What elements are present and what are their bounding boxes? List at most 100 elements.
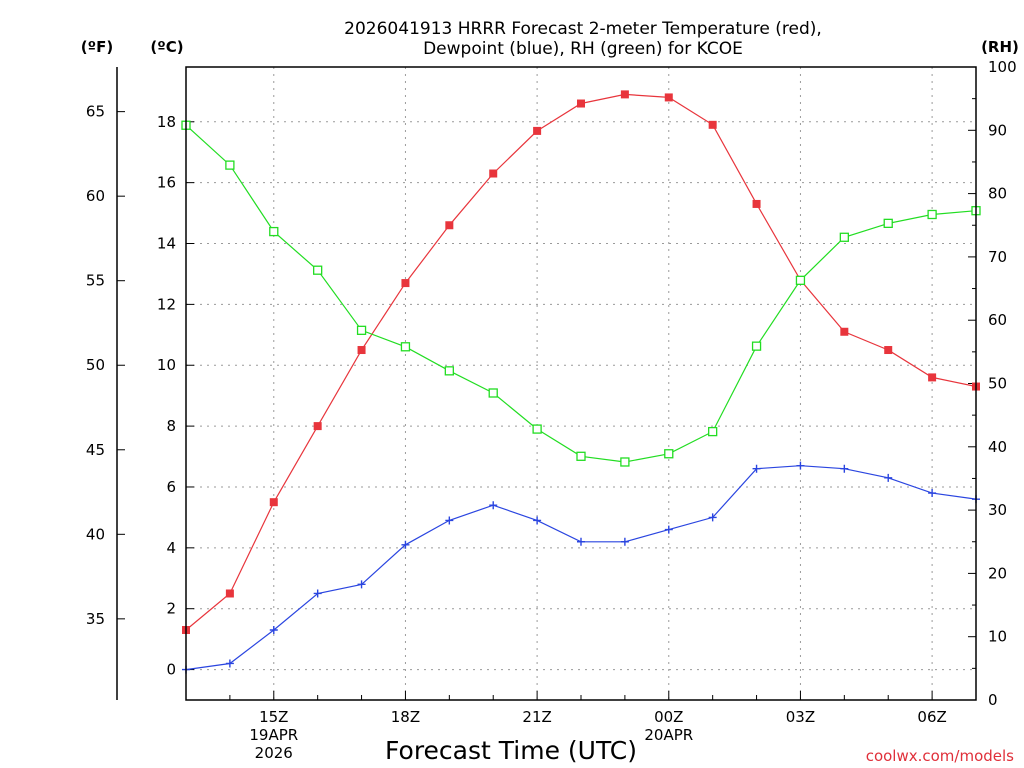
temperature-point	[664, 93, 673, 102]
dewpoint-point	[445, 516, 454, 525]
rh-tick-label: 10	[988, 628, 1007, 646]
fahrenheit-tick-label: 35	[86, 610, 105, 628]
temperature-point	[620, 90, 629, 99]
x-tick-label: 00Z	[654, 708, 683, 726]
dewpoint-point	[620, 537, 629, 546]
rh-tick-label: 50	[988, 375, 1007, 393]
dewpoint-point	[928, 489, 937, 498]
temperature-point	[269, 498, 278, 507]
rh-tick-label: 80	[988, 185, 1007, 203]
temperature-point	[928, 373, 937, 382]
x-tick-label: 2026	[255, 744, 293, 762]
dewpoint-point	[313, 589, 322, 598]
credit-label: coolwx.com/models	[866, 747, 1014, 765]
temperature-point	[577, 99, 585, 108]
celsius-tick-label: 6	[166, 478, 176, 496]
rh-point	[620, 457, 630, 467]
rh-point	[400, 342, 411, 352]
x-tick-label: 15Z	[259, 708, 288, 726]
fahrenheit-unit-label: (ºF)	[81, 38, 113, 56]
chart-title: 2026041913 HRRR Forecast 2-meter Tempera…	[344, 19, 822, 59]
celsius-tick-label: 2	[166, 600, 176, 618]
dewpoint-line	[185, 465, 977, 671]
rh-tick-label: 60	[988, 311, 1007, 329]
rh-point	[269, 226, 279, 237]
rh-point	[751, 341, 762, 351]
dewpoint-point	[664, 525, 673, 534]
fahrenheit-tick-label: 55	[86, 272, 105, 290]
temperature-point	[401, 279, 410, 288]
x-tick-label: 03Z	[786, 708, 815, 726]
fahrenheit-tick-label: 60	[86, 187, 105, 205]
fahrenheit-tick-label: 45	[86, 441, 105, 459]
temperature-point	[533, 126, 542, 135]
dewpoint-point	[577, 537, 585, 546]
x-tick-label: 21Z	[522, 708, 551, 726]
celsius-tick-label: 18	[157, 113, 176, 131]
rh-point	[488, 388, 498, 398]
rh-tick-label: 70	[988, 248, 1007, 266]
x-tick-label: 19APR	[249, 726, 298, 744]
rh-tick-label: 20	[988, 564, 1007, 582]
celsius-tick-label: 16	[157, 174, 176, 192]
dewpoint-series	[182, 461, 980, 674]
dewpoint-point	[225, 659, 234, 668]
temperature-line	[185, 93, 977, 631]
dewpoint-point	[752, 464, 761, 473]
temperature-series	[182, 90, 980, 635]
dewpoint-point	[357, 580, 366, 589]
x-tick-label: 18Z	[391, 708, 420, 726]
rh-point	[576, 451, 586, 461]
dewpoint-point	[796, 461, 805, 470]
temperature-point	[884, 346, 893, 355]
temperature-point	[225, 589, 234, 598]
temperature-point	[357, 346, 366, 355]
fahrenheit-tick-label: 40	[86, 525, 105, 543]
rh-point	[313, 265, 323, 275]
rh-point	[708, 426, 718, 437]
dewpoint-point	[708, 513, 717, 522]
rh-point	[795, 275, 806, 285]
temperature-point	[445, 221, 454, 230]
celsius-tick-label: 8	[166, 417, 176, 435]
fahrenheit-tick-label: 50	[86, 356, 105, 374]
temperature-point	[313, 422, 322, 431]
title-line-2: Dewpoint (blue), RH (green) for KCOE	[423, 39, 743, 59]
rh-point	[664, 449, 674, 459]
rh-point	[225, 160, 235, 170]
plot-frame	[185, 66, 977, 701]
rh-tick-label: 100	[988, 58, 1017, 76]
dewpoint-point	[489, 501, 498, 510]
rh-tick-label: 90	[988, 121, 1007, 139]
rh-point	[883, 218, 893, 229]
rh-point	[444, 366, 454, 376]
dewpoint-point	[533, 516, 542, 525]
rh-tick-label: 40	[988, 438, 1007, 456]
dewpoint-point	[401, 540, 410, 549]
celsius-unit-label: (ºC)	[150, 38, 183, 56]
rh-point	[532, 424, 542, 434]
celsius-tick-label: 12	[157, 295, 176, 313]
fahrenheit-axis: 35 40 45 50 55 60 65	[86, 67, 125, 700]
rh-point	[927, 209, 937, 220]
rh-axis: 0 10 20 30 40 50 60 70 80 90 100	[968, 58, 1017, 709]
celsius-tick-label: 10	[157, 356, 176, 374]
dewpoint-point	[269, 626, 278, 635]
plot-series	[181, 90, 981, 674]
rh-tick-label: 30	[988, 501, 1007, 519]
rh-point	[839, 232, 849, 242]
x-axis-title: Forecast Time (UTC)	[385, 736, 637, 765]
celsius-tick-label: 14	[157, 235, 176, 253]
temperature-point	[840, 327, 849, 336]
temperature-point	[489, 169, 498, 178]
temperature-point	[708, 120, 717, 129]
rh-tick-label: 0	[988, 691, 998, 709]
rh-point	[356, 325, 367, 335]
celsius-tick-label: 4	[166, 539, 176, 557]
rh-series	[181, 120, 981, 467]
rh-line	[185, 124, 977, 463]
rh-unit-label: (RH)	[981, 38, 1019, 56]
celsius-axis: 0 2 4 6 8 10 12 14 16 18	[157, 113, 194, 679]
